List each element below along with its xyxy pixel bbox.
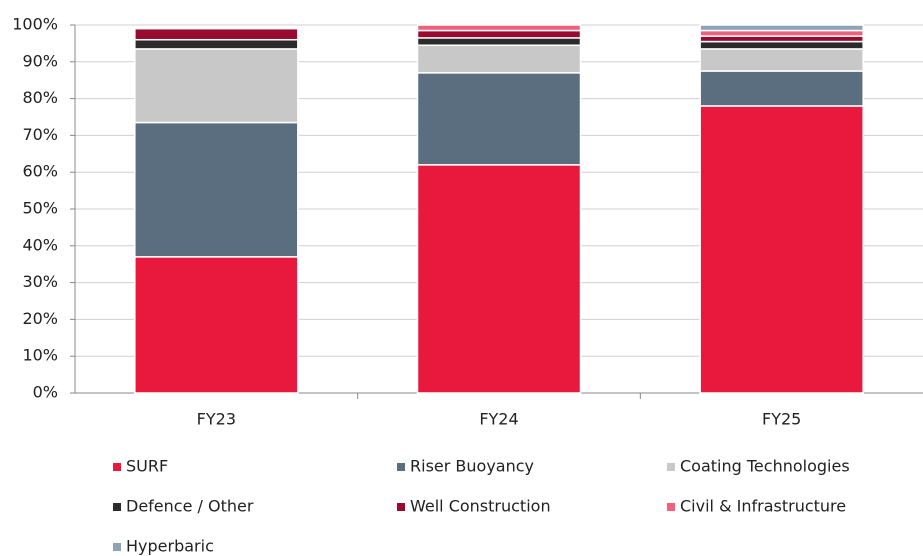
legend-swatch xyxy=(397,463,405,471)
legend-label: Coating Technologies xyxy=(680,457,850,476)
bar-segment xyxy=(134,121,299,258)
bar-segment xyxy=(416,24,582,32)
y-tick-label: 0% xyxy=(33,383,58,402)
bar-segment xyxy=(699,105,864,394)
y-tick-label: 50% xyxy=(22,199,58,218)
bar-segment xyxy=(416,72,582,166)
bar-segment xyxy=(416,37,582,46)
y-tick-label: 10% xyxy=(22,346,58,365)
y-tick-label: 20% xyxy=(22,309,58,328)
y-tick-label: 100% xyxy=(12,15,58,34)
bar-segment xyxy=(699,48,864,72)
bar-segment xyxy=(416,44,582,74)
bar-segment xyxy=(134,38,299,50)
bar-segment xyxy=(134,27,299,41)
legend-label: Civil & Infrastructure xyxy=(680,497,846,516)
y-tick-label: 90% xyxy=(22,51,58,70)
bar-segment xyxy=(699,35,864,43)
legend-label: Riser Buoyancy xyxy=(410,457,534,476)
bar-segment xyxy=(699,40,864,50)
bar-segment xyxy=(134,48,299,124)
legend-label: Hyperbaric xyxy=(126,537,214,556)
x-tick-label: FY24 xyxy=(479,410,518,429)
legend-swatch xyxy=(667,463,675,471)
y-tick-label: 30% xyxy=(22,272,58,291)
bar-segment xyxy=(699,70,864,107)
x-tick-label: FY25 xyxy=(762,410,801,429)
legend-label: SURF xyxy=(126,457,168,476)
legend-swatch xyxy=(667,503,675,511)
legend-label: Defence / Other xyxy=(126,497,254,516)
y-tick-label: 80% xyxy=(22,88,58,107)
y-tick-label: 40% xyxy=(22,235,58,254)
bar-segment xyxy=(134,256,299,394)
y-tick-label: 60% xyxy=(22,162,58,181)
bar-segment xyxy=(699,29,864,37)
legend-swatch xyxy=(397,503,405,511)
legend-label: Well Construction xyxy=(410,497,551,516)
legend-swatch xyxy=(113,503,121,511)
y-tick-label: 70% xyxy=(22,125,58,144)
x-tick-label: FY23 xyxy=(197,410,236,429)
legend-swatch xyxy=(113,463,121,471)
bar-segment xyxy=(416,164,582,394)
bar-segment xyxy=(416,29,582,39)
legend-swatch xyxy=(113,543,121,551)
bar-segment xyxy=(699,24,864,32)
